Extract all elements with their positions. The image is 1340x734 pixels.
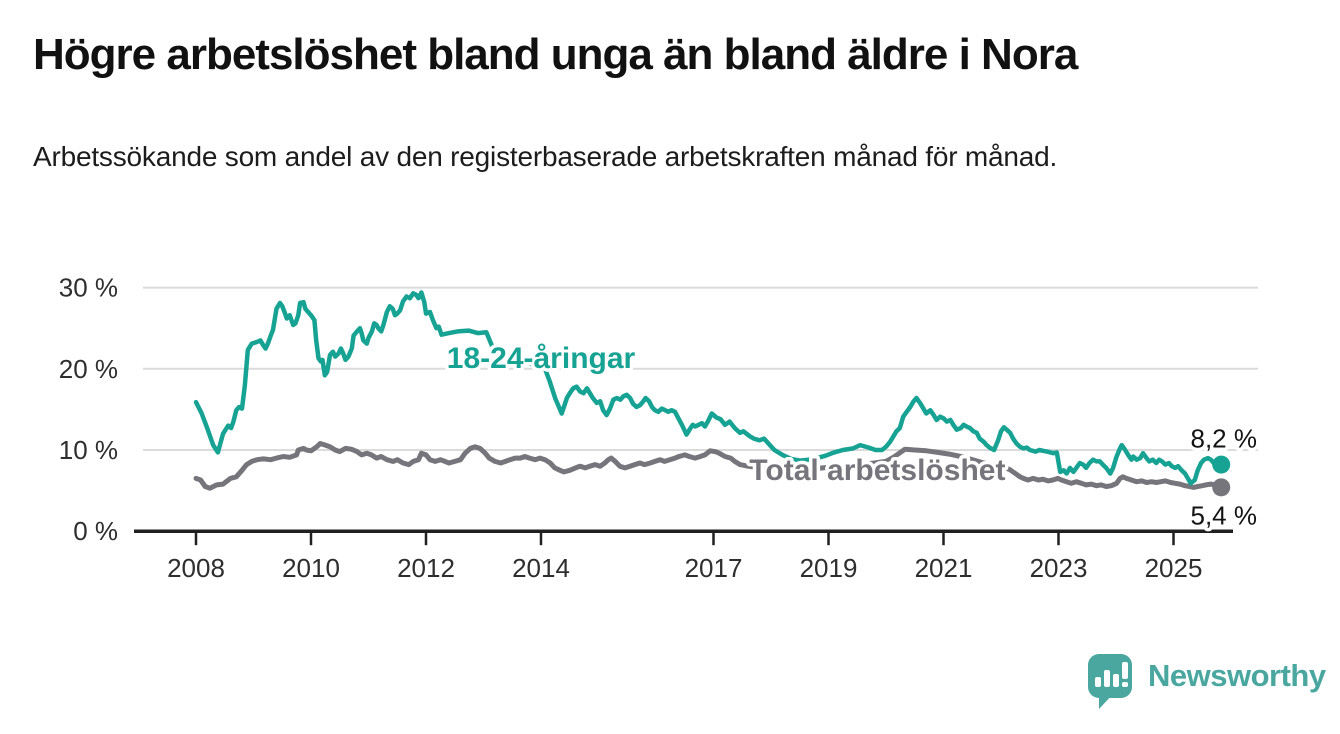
exclamation-dot-icon [1122,682,1128,687]
x-tick-label: 2023 [1030,553,1088,583]
bar-icon-2 [1104,670,1110,687]
page-title: Högre arbetslöshet bland unga än bland ä… [33,30,1078,79]
y-tick-label: 10 % [59,435,118,465]
series-end-dot-total [1212,478,1231,497]
bar-icon-1 [1095,677,1101,687]
x-tick-label: 2025 [1145,553,1203,583]
x-tick-label: 2021 [915,553,973,583]
y-tick-label: 30 % [59,273,118,303]
y-tick-label: 20 % [59,354,118,384]
series-line-youth [193,290,1224,486]
bar-icon-3 [1113,674,1119,687]
x-tick-label: 2017 [685,553,743,583]
x-tick-label: 2008 [167,553,225,583]
x-tick-label: 2014 [512,553,570,583]
x-tick-label: 2012 [397,553,455,583]
newsworthy-logo-icon [1088,654,1132,709]
chart-subtitle: Arbetssökande som andel av den registerb… [33,141,1058,172]
series-end-dot-youth [1212,455,1231,474]
x-tick-label: 2010 [282,553,340,583]
series-label-total: Total arbetslöshet [749,454,1005,487]
speech-bubble-tail [1099,693,1114,709]
newsworthy-logo: Newsworthy [1087,653,1326,711]
x-tick-label: 2019 [800,553,858,583]
newsworthy-wordmark: Newsworthy [1148,658,1326,693]
y-tick-label: 0 % [73,516,118,546]
series-line-total [193,441,1224,491]
end-value-label-total: 5,4 % [1191,500,1258,530]
end-value-label-youth: 8,2 % [1191,424,1258,454]
exclamation-bar-icon [1122,662,1128,679]
series-label-youth: 18-24-åringar [447,342,636,375]
